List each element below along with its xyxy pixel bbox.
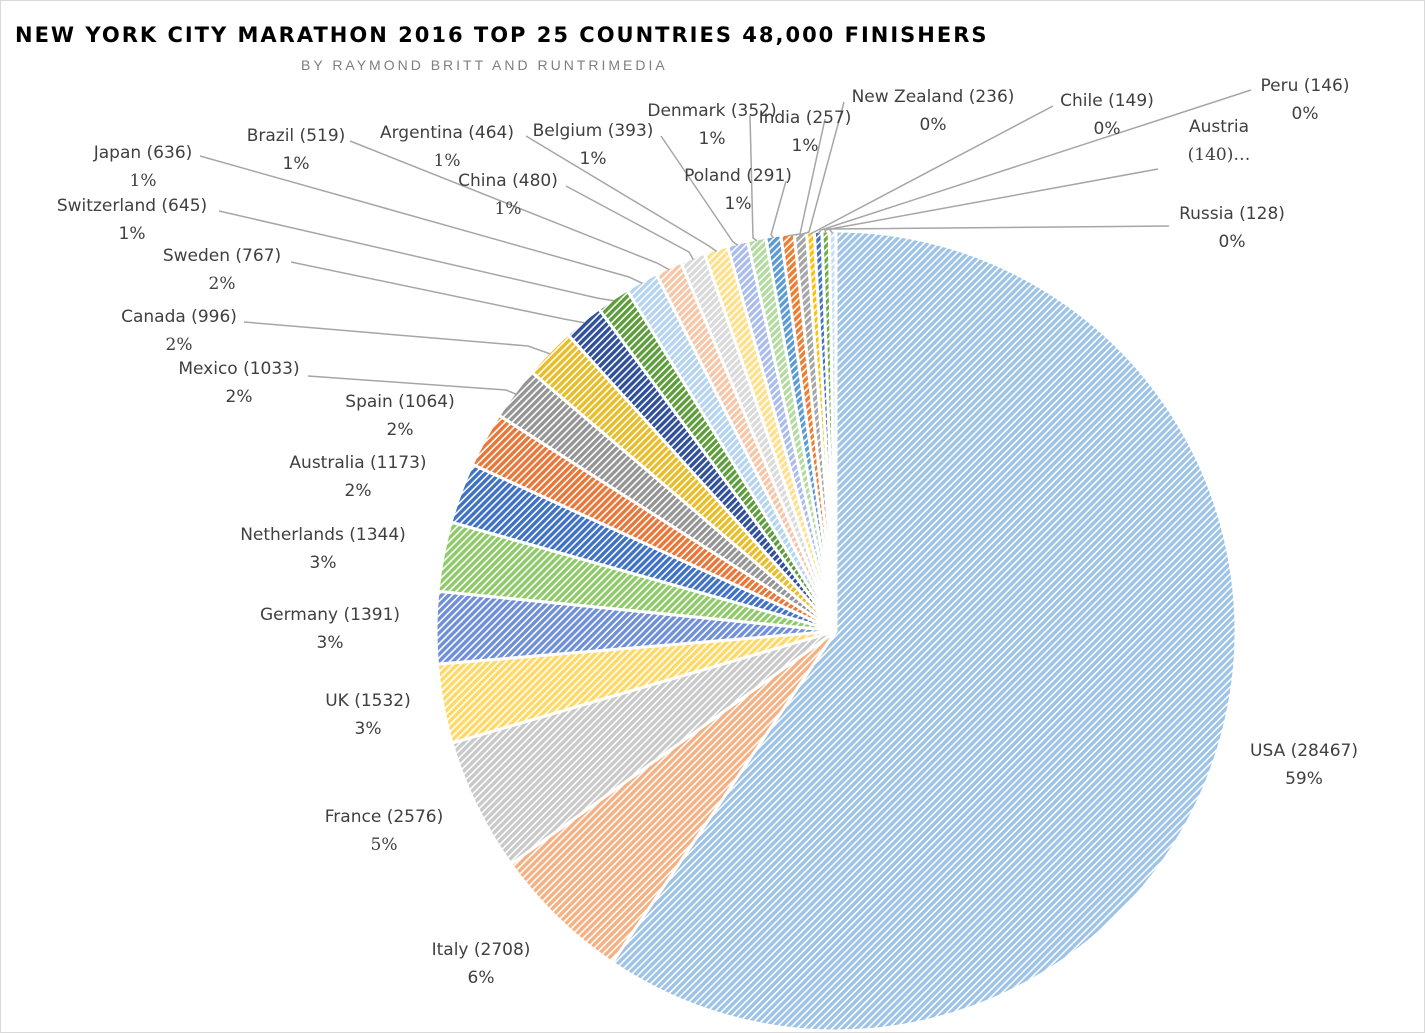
leader-line-mexico [307,375,517,395]
data-label-pct-poland: 1% [725,194,752,214]
data-label-pct-france: 5% [371,835,398,855]
data-label-pct-canada: 2% [166,335,193,355]
data-label-india: India (257) [759,108,852,128]
data-label-pct-india: 1% [792,136,819,156]
leader-line-japan [199,155,643,284]
leader-line-poland [770,180,787,239]
data-label-peru: Peru (146) [1261,76,1350,96]
data-label-belgium: Belgium (393) [533,121,654,141]
leader-line-brazil [349,140,670,271]
data-label-pct-sweden: 2% [209,274,236,294]
data-label-argentina: Argentina (464) [380,123,514,143]
leader-line-canada [243,321,551,355]
data-label-mexico: Mexico (1033) [178,359,299,379]
data-label-denmark: Denmark (352) [647,101,776,121]
data-label-netherlands: Netherlands (1344) [240,525,406,545]
data-label-spain: Spain (1064) [345,392,454,412]
leader-line-switzerland [218,210,614,302]
pie-slices [434,229,1238,1032]
data-label-pct-austria: (140)… [1188,145,1251,165]
data-label-japan: Japan (636) [93,143,193,163]
pie-slice-usa [610,229,1238,1032]
data-label-pct-peru: 0% [1292,104,1319,124]
leader-line-sweden [290,261,585,324]
leader-line-argentina [525,135,717,253]
data-label-pct-switzerland: 1% [119,224,146,244]
data-label-uk: UK (1532) [325,691,411,711]
leader-line-belgium [660,135,739,246]
leader-line-china [565,185,694,260]
data-label-pct-brazil: 1% [283,154,310,174]
leader-line-india [787,118,826,237]
data-label-pct-germany: 3% [317,633,344,653]
data-label-pct-belgium: 1% [580,149,607,169]
data-label-pct-denmark: 1% [699,129,726,149]
leader-line-peru [817,89,1252,234]
data-label-pct-australia: 2% [345,481,372,501]
data-label-italy: Italy (2708) [432,940,531,960]
leader-line-new-zealand [800,101,845,236]
data-label-pct-uk: 3% [355,719,382,739]
data-labels: USA (28467) 59% Italy (2708) 6% France (2576… [57,76,1358,988]
data-label-china: China (480) [458,171,558,191]
data-label-sweden: Sweden (767) [163,246,281,266]
leader-line-chile [810,105,1054,235]
data-label-australia: Australia (1173) [289,453,426,473]
data-label-pct-usa: 59% [1285,769,1323,789]
data-label-chile: Chile (149) [1060,91,1154,111]
data-label-switzerland: Switzerland (645) [57,196,207,216]
data-label-pct-mexico: 2% [226,387,253,407]
data-label-russia: Russia (128) [1179,204,1285,224]
data-label-pct-netherlands: 3% [310,553,337,573]
data-label-pct-china: 1% [495,199,522,219]
data-label-brazil: Brazil (519) [247,126,346,146]
leader-line-russia [827,225,1170,234]
data-label-austria: Austria [1189,117,1249,137]
data-label-pct-new-zealand: 0% [920,115,947,135]
chart-subtitle: BY RAYMOND BRITT AND RUNTRIMEDIA [301,57,668,73]
data-label-canada: Canada (996) [121,307,237,327]
data-label-new-zealand: New Zealand (236) [852,87,1015,107]
data-label-pct-russia: 0% [1219,232,1246,252]
data-label-poland: Poland (291) [684,166,792,186]
pie-slice-russia [827,229,838,632]
chart-title: NEW YORK CITY MARATHON 2016 TOP 25 COUNT… [15,23,989,47]
data-label-pct-chile: 0% [1094,119,1121,139]
data-label-pct-spain: 2% [387,420,414,440]
data-label-germany: Germany (1391) [260,605,400,625]
data-label-usa: USA (28467) [1250,741,1358,761]
pie-slice-italy [508,629,838,965]
data-label-france: France (2576) [325,807,443,827]
pie-slice-france [450,629,837,867]
leader-line-austria [824,168,1159,234]
data-label-pct-argentina: 1% [434,151,461,171]
leader-line-denmark [749,115,758,242]
data-label-pct-italy: 6% [468,968,495,988]
data-label-pct-japan: 1% [130,171,157,191]
leader-lines [199,89,1252,395]
